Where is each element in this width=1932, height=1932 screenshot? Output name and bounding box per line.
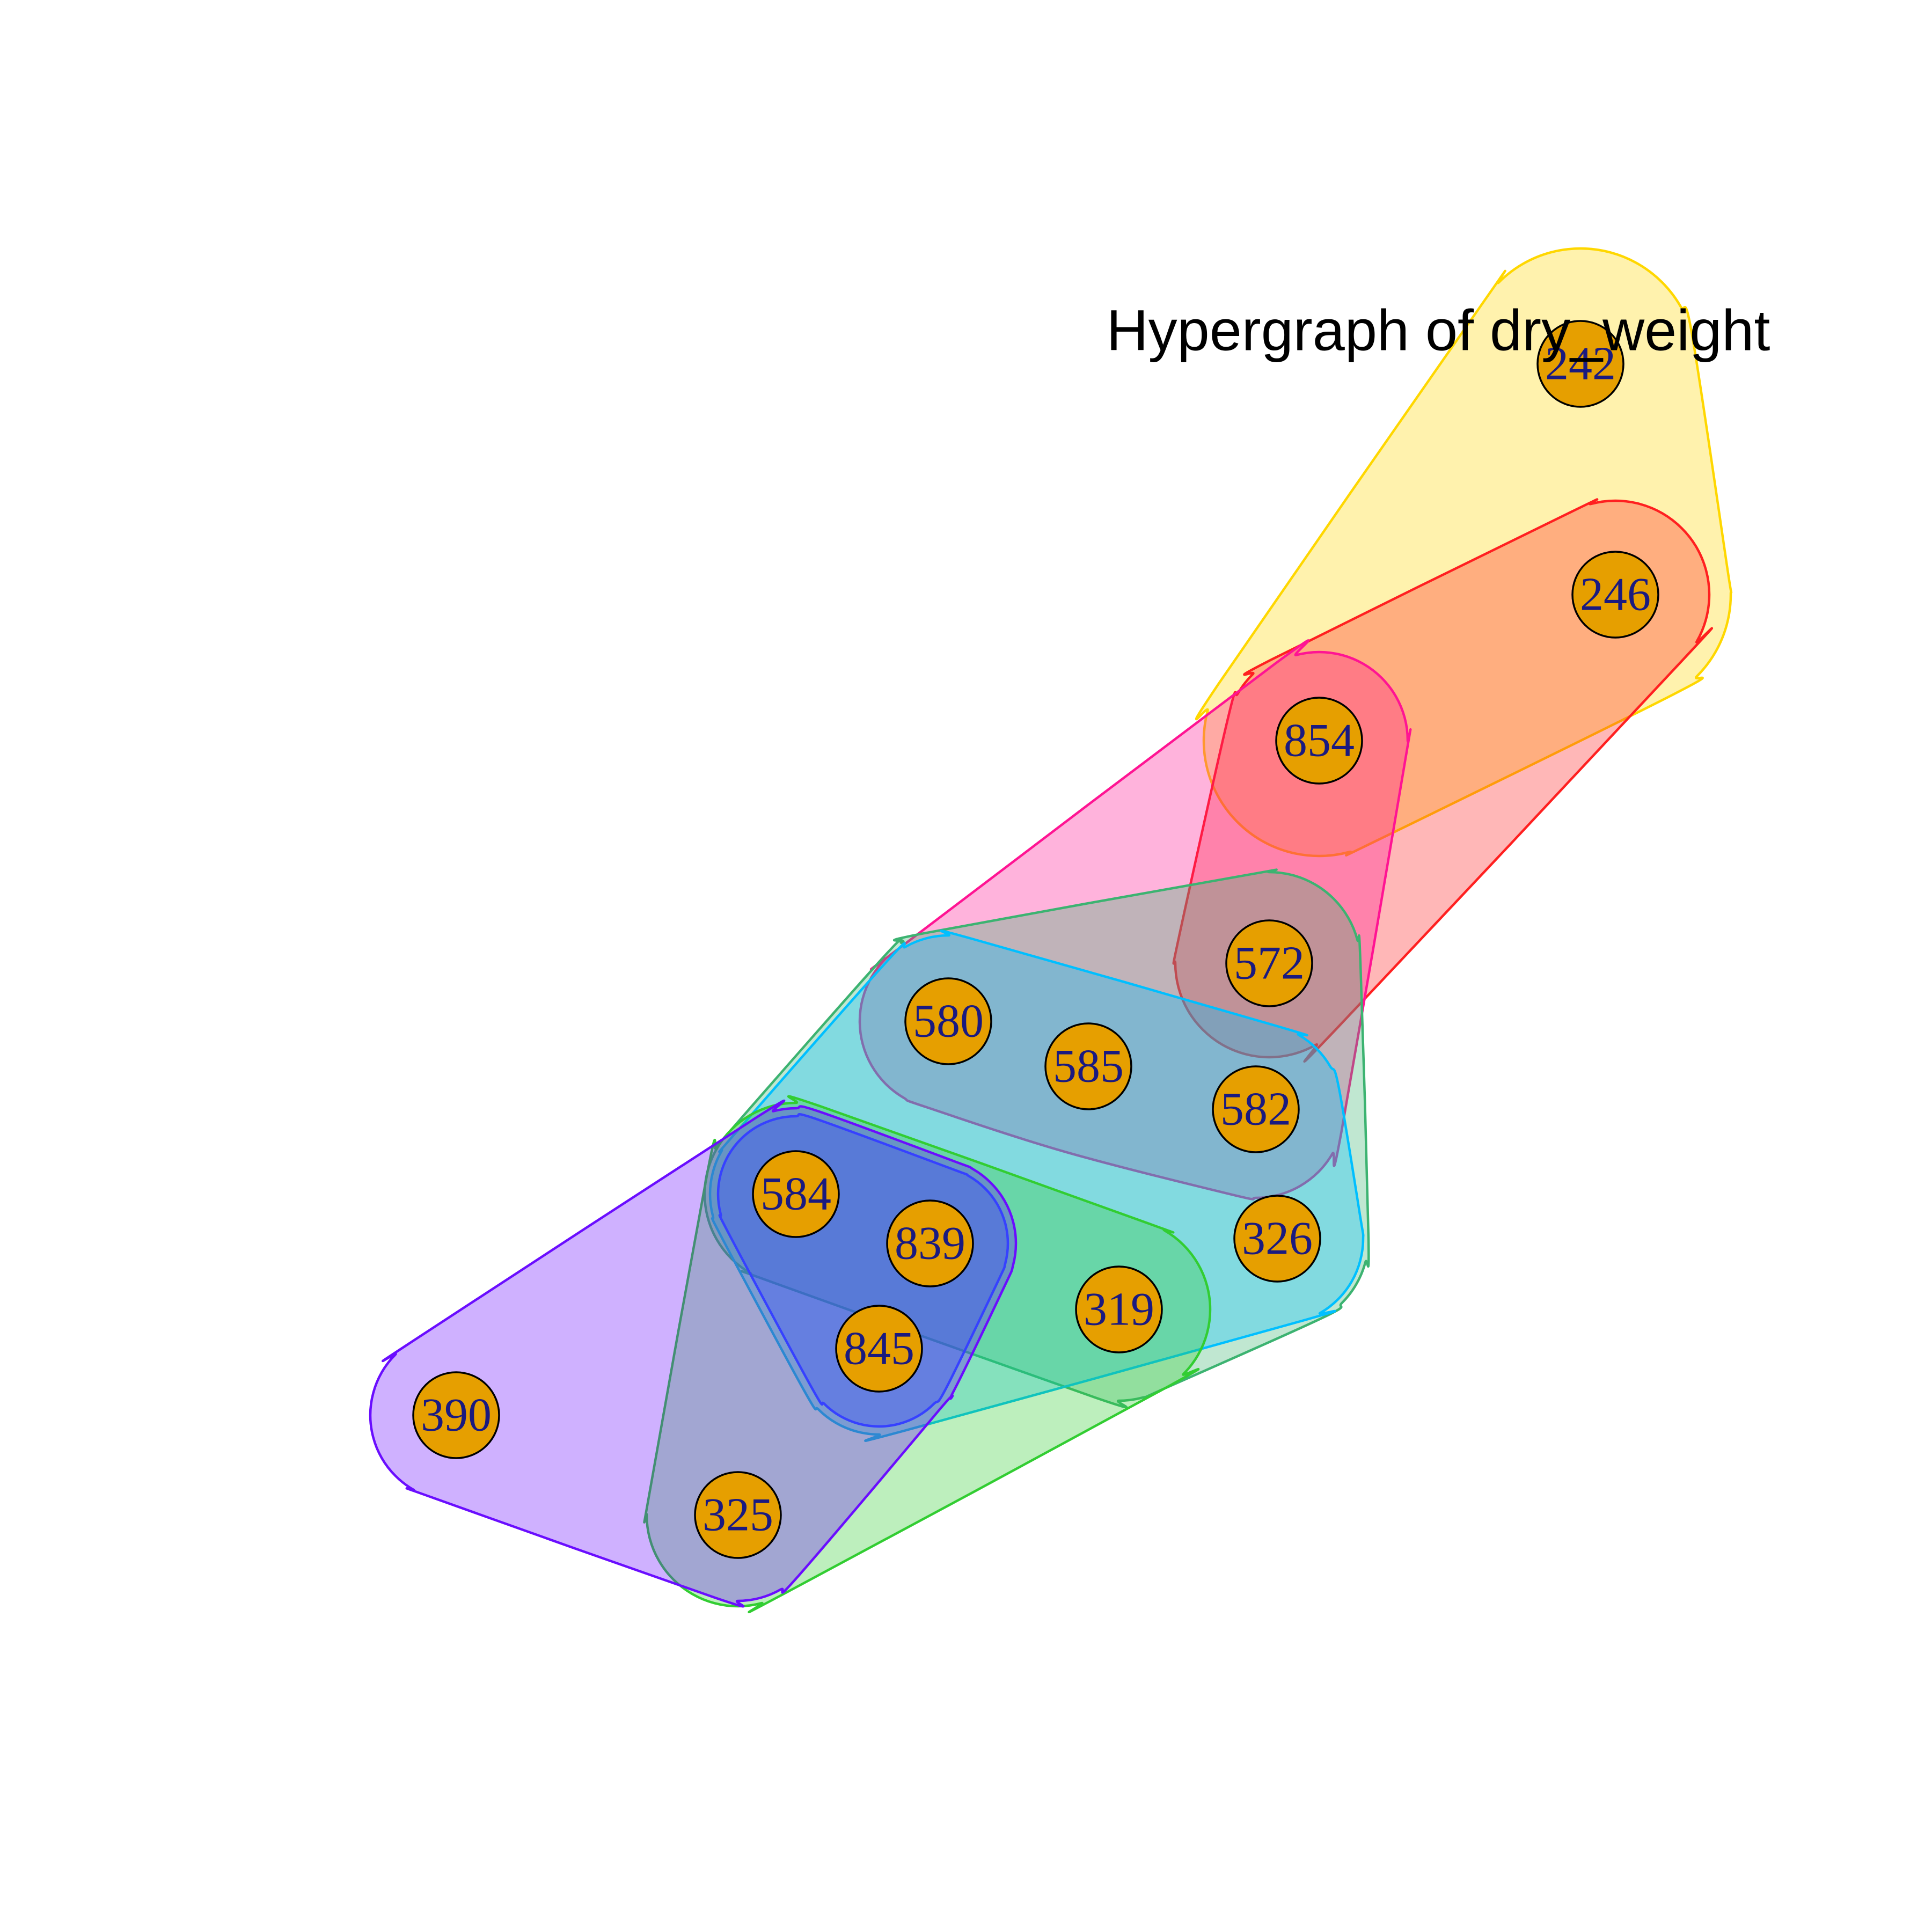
- node-326: 326: [1233, 1195, 1321, 1283]
- node-572: 572: [1225, 919, 1313, 1007]
- node-layer: 242 246 854 572 580 585 582 584 839 326 319 845 390 3…: [412, 320, 1659, 1559]
- node-label: 242: [1545, 338, 1616, 390]
- node-label: 246: [1580, 569, 1651, 621]
- hyperedge-e2: [1172, 498, 1714, 1063]
- hyperedge-layer: [369, 247, 1733, 1614]
- node-label: 839: [895, 1218, 965, 1270]
- diagram-title: Hypergraph of dry_weight: [1107, 298, 1770, 363]
- node-854: 854: [1275, 697, 1363, 785]
- node-label: 845: [844, 1323, 914, 1375]
- node-584: 584: [752, 1150, 840, 1238]
- node-325: 325: [694, 1471, 782, 1559]
- node-circle: [694, 1471, 782, 1559]
- node-585: 585: [1044, 1022, 1132, 1110]
- node-circle: [1536, 320, 1624, 408]
- node-319: 319: [1075, 1265, 1163, 1353]
- node-242: 242: [1536, 320, 1624, 408]
- node-label: 854: [1284, 715, 1355, 767]
- node-circle: [1044, 1022, 1132, 1110]
- node-circle: [752, 1150, 840, 1238]
- hyperedge-e8: [369, 1099, 1018, 1608]
- node-label: 319: [1084, 1284, 1154, 1336]
- node-label: 585: [1053, 1041, 1124, 1093]
- node-circle: [835, 1305, 923, 1393]
- node-label: 325: [702, 1489, 773, 1541]
- node-label: 390: [421, 1389, 492, 1441]
- node-circle: [904, 977, 992, 1065]
- node-circle: [1275, 697, 1363, 785]
- node-circle: [412, 1371, 500, 1459]
- node-390: 390: [412, 1371, 500, 1459]
- node-label: 326: [1242, 1213, 1313, 1265]
- node-839: 839: [886, 1199, 974, 1287]
- hyperedge-e3: [858, 639, 1412, 1201]
- node-label: 582: [1220, 1084, 1291, 1136]
- node-label: 572: [1234, 938, 1305, 990]
- node-845: 845: [835, 1305, 923, 1393]
- node-circle: [1233, 1195, 1321, 1283]
- node-circle: [1571, 551, 1659, 639]
- node-circle: [886, 1199, 974, 1287]
- node-580: 580: [904, 977, 992, 1065]
- node-246: 246: [1571, 551, 1659, 639]
- node-circle: [1075, 1265, 1163, 1353]
- node-circle: [1212, 1065, 1300, 1153]
- node-582: 582: [1212, 1065, 1300, 1153]
- node-circle: [1225, 919, 1313, 1007]
- node-label: 584: [760, 1168, 831, 1220]
- node-label: 580: [913, 996, 984, 1048]
